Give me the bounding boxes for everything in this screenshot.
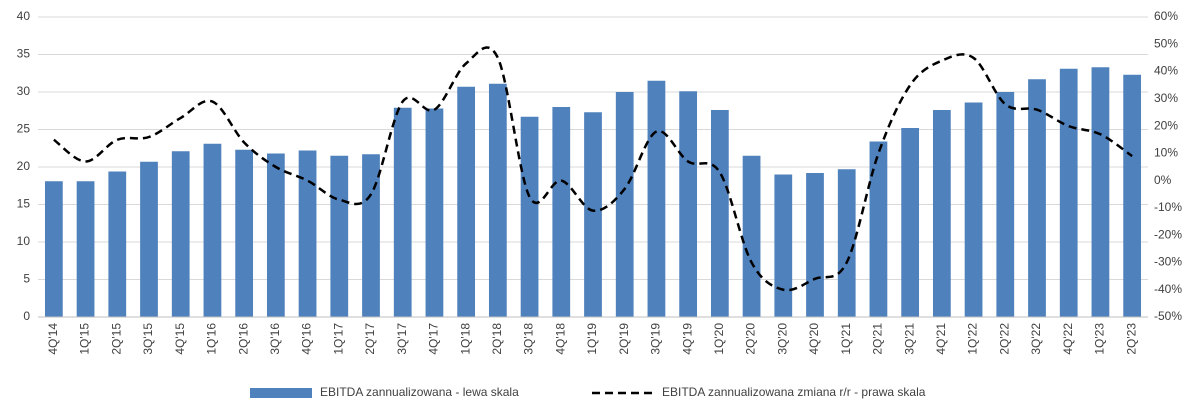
x-tick-label: 3Q'16 bbox=[268, 323, 282, 355]
bar bbox=[742, 155, 761, 317]
x-tick-label: 2Q'23 bbox=[1124, 323, 1138, 355]
y2-tick-label: 20% bbox=[1154, 118, 1178, 132]
y2-tick-label: -50% bbox=[1154, 309, 1182, 323]
bar bbox=[298, 150, 317, 317]
bar bbox=[362, 154, 380, 317]
y-tick-label: 35 bbox=[17, 47, 31, 61]
x-tick-label: 4Q'18 bbox=[553, 323, 567, 355]
x-tick-label: 3Q'20 bbox=[775, 323, 789, 355]
x-tick-label: 3Q'21 bbox=[902, 323, 916, 355]
x-tick-label: 1Q'21 bbox=[839, 323, 853, 355]
x-tick-label: 1Q'19 bbox=[585, 323, 599, 355]
bar bbox=[901, 128, 920, 317]
x-tick-label: 3Q'17 bbox=[395, 323, 409, 355]
bar bbox=[203, 143, 222, 317]
y2-tick-label: -10% bbox=[1154, 200, 1182, 214]
y2-tick-label: 50% bbox=[1154, 36, 1178, 50]
x-tick-label: 2Q'17 bbox=[363, 323, 377, 355]
bar bbox=[1091, 67, 1110, 317]
bar bbox=[266, 153, 285, 317]
bar bbox=[584, 112, 602, 317]
line bbox=[53, 46, 1133, 292]
y2-tick-label: 60% bbox=[1154, 9, 1178, 23]
bar bbox=[647, 80, 666, 317]
y-tick-label: 0 bbox=[23, 309, 30, 323]
x-tick-label: 1Q'23 bbox=[1093, 323, 1107, 355]
bar bbox=[520, 116, 539, 317]
x-tick-label: 3Q'19 bbox=[649, 323, 663, 355]
x-tick-label: 1Q'15 bbox=[78, 323, 92, 355]
x-tick-label: 4Q'14 bbox=[46, 323, 60, 355]
bar bbox=[425, 108, 444, 317]
bar bbox=[710, 110, 729, 317]
bar bbox=[806, 173, 824, 317]
x-tick-label: 4Q'22 bbox=[1061, 323, 1075, 355]
y-tick-label: 40 bbox=[17, 9, 31, 23]
x-tick-label: 4Q'21 bbox=[934, 323, 948, 355]
y2-tick-label: -20% bbox=[1154, 227, 1182, 241]
x-tick-label: 2Q'20 bbox=[744, 323, 758, 355]
x-tick-label: 1Q'17 bbox=[331, 323, 345, 355]
x-tick-label: 2Q'15 bbox=[109, 323, 123, 355]
bar bbox=[996, 92, 1015, 317]
bar bbox=[457, 86, 476, 317]
bar bbox=[108, 171, 127, 317]
y-tick-label: 5 bbox=[23, 272, 30, 286]
x-tick-label: 2Q'18 bbox=[490, 323, 504, 355]
bar bbox=[76, 181, 95, 317]
bar bbox=[1028, 79, 1046, 317]
bar bbox=[1123, 74, 1142, 317]
x-tick-label: 4Q'20 bbox=[807, 323, 821, 355]
bar bbox=[1059, 68, 1078, 317]
y2-tick-label: 40% bbox=[1154, 64, 1178, 78]
y-tick-label: 30 bbox=[17, 84, 31, 98]
x-tick-label: 2Q'19 bbox=[617, 323, 631, 355]
legend-label: EBITDA zannualizowana zmiana r/r - prawa… bbox=[662, 385, 926, 399]
x-tick-label: 3Q'22 bbox=[1029, 323, 1043, 355]
bar bbox=[837, 169, 856, 317]
y2-tick-label: 30% bbox=[1154, 91, 1178, 105]
x-tick-label: 3Q'15 bbox=[141, 323, 155, 355]
x-tick-label: 1Q'20 bbox=[712, 323, 726, 355]
x-tick-label: 4Q'16 bbox=[300, 323, 314, 355]
bar bbox=[774, 174, 793, 317]
bar bbox=[488, 83, 507, 317]
bar bbox=[679, 91, 698, 317]
y2-tick-label: 0% bbox=[1154, 173, 1172, 187]
legend-swatch bbox=[250, 388, 312, 398]
y2-tick-label: -40% bbox=[1154, 282, 1182, 296]
x-tick-label: 2Q'16 bbox=[236, 323, 250, 355]
x-tick-label: 4Q'19 bbox=[680, 323, 694, 355]
x-tick-label: 2Q'21 bbox=[871, 323, 885, 355]
x-tick-label: 3Q'18 bbox=[522, 323, 536, 355]
x-tick-label: 1Q'22 bbox=[966, 323, 980, 355]
y-tick-label: 25 bbox=[17, 122, 31, 136]
x-tick-label: 1Q'16 bbox=[205, 323, 219, 355]
bar bbox=[44, 181, 63, 317]
x-tick-label: 4Q'15 bbox=[173, 323, 187, 355]
x-tick-label: 2Q'22 bbox=[997, 323, 1011, 355]
y2-tick-label: 10% bbox=[1154, 146, 1178, 160]
y-tick-label: 10 bbox=[17, 234, 31, 248]
bar bbox=[393, 107, 412, 317]
bar bbox=[552, 107, 571, 317]
x-tick-label: 4Q'17 bbox=[427, 323, 441, 355]
x-tick-label: 1Q'18 bbox=[458, 323, 472, 355]
y-tick-label: 20 bbox=[17, 159, 31, 173]
y-tick-label: 15 bbox=[17, 197, 31, 211]
bar bbox=[869, 141, 888, 317]
bar bbox=[932, 110, 951, 317]
bar bbox=[330, 155, 349, 317]
bar bbox=[235, 149, 254, 317]
bar bbox=[171, 151, 190, 317]
legend-label: EBITDA zannualizowana - lewa skala bbox=[320, 385, 519, 399]
bar bbox=[615, 92, 634, 317]
bar bbox=[140, 161, 158, 317]
bar bbox=[964, 102, 983, 317]
y2-tick-label: -30% bbox=[1154, 255, 1182, 269]
